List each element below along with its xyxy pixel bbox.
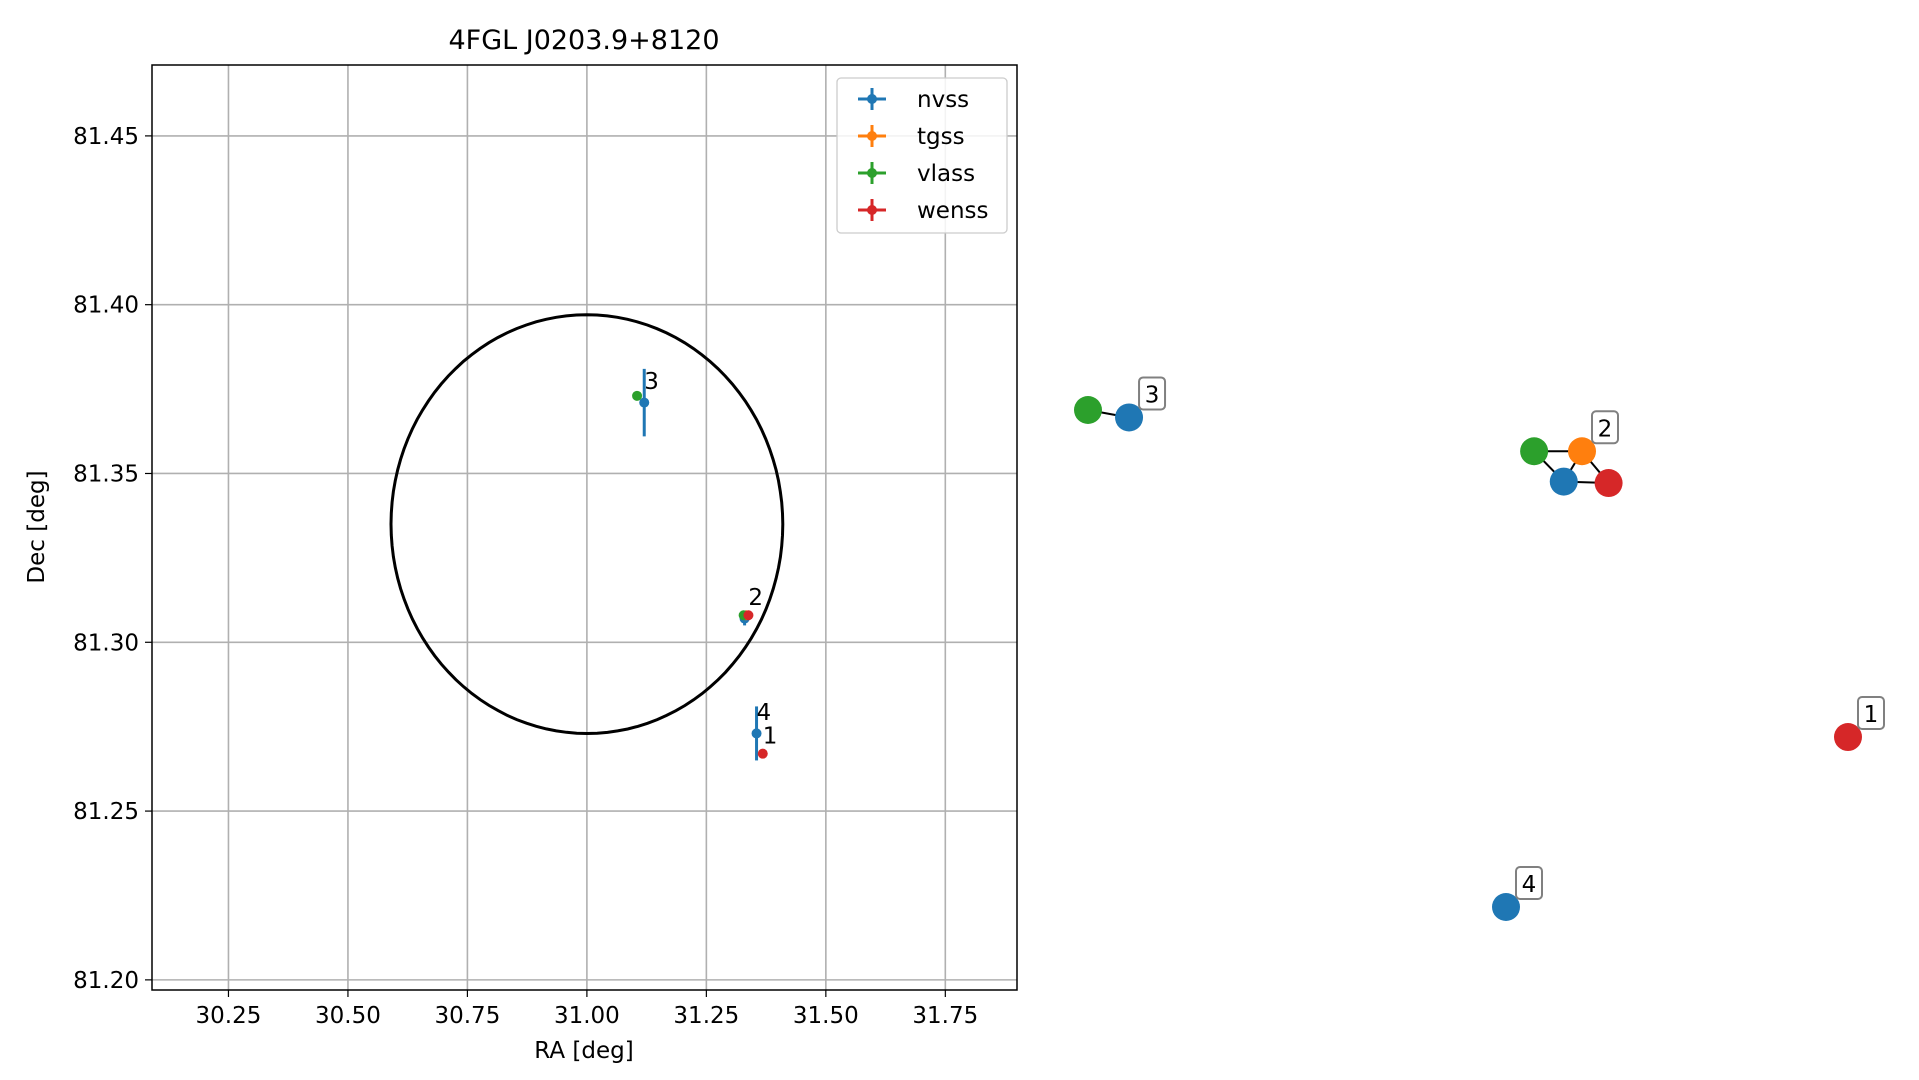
legend: nvss tgss vlass wenss bbox=[836, 77, 1008, 234]
x-axis-label: RA [deg] bbox=[534, 1038, 633, 1064]
annotation-layer: 3 2 41 bbox=[644, 369, 777, 749]
legend-label-vlass: vlass bbox=[917, 161, 975, 187]
legend-label-nvss: nvss bbox=[917, 87, 969, 113]
legend-entry-wenss: wenss bbox=[858, 198, 989, 224]
graph-label-text: 1 bbox=[1864, 702, 1879, 728]
network-panel: 3 2 1 4 bbox=[1074, 376, 1885, 921]
graph-node-label: 1 bbox=[1857, 696, 1885, 731]
y-tick-label: 81.40 bbox=[73, 293, 139, 319]
y-tick-label: 81.35 bbox=[73, 461, 139, 487]
legend-marker bbox=[867, 168, 877, 178]
plot-frame bbox=[151, 64, 1018, 991]
x-tick-label: 30.50 bbox=[315, 1003, 381, 1029]
grid-layer bbox=[152, 65, 1017, 990]
scatter-panel: 3 2 41 30.25 30.50 30.75 31.00 31.25 31.50 31.75… bbox=[24, 25, 1018, 1064]
nvss-point bbox=[751, 728, 762, 739]
graph-node-nvss bbox=[1492, 893, 1520, 921]
graph-label-text: 2 bbox=[1598, 416, 1613, 442]
y-tick-label: 81.25 bbox=[73, 799, 139, 825]
x-tick-label: 31.00 bbox=[554, 1003, 620, 1029]
legend-label-tgss: tgss bbox=[917, 124, 965, 150]
graph-label-text: 4 bbox=[1522, 872, 1537, 898]
graph-node-wenss bbox=[1834, 723, 1862, 752]
graph-node-wenss bbox=[1594, 469, 1623, 498]
graph-label-box bbox=[1515, 866, 1543, 900]
error-ellipse bbox=[389, 313, 785, 736]
graph-label-box bbox=[1138, 376, 1167, 411]
graph-node-nvss bbox=[1549, 467, 1578, 496]
points-layer bbox=[632, 368, 768, 761]
x-tick-label: 30.25 bbox=[196, 1003, 262, 1029]
node-layer bbox=[1074, 396, 1862, 921]
y-axis-label: Dec [deg] bbox=[24, 470, 50, 583]
source-annotation: 4 bbox=[757, 700, 772, 726]
legend-handle-tgss bbox=[858, 125, 886, 147]
graph-node-vlass bbox=[1520, 437, 1549, 466]
legend-marker bbox=[867, 94, 877, 104]
legend-handle-nvss bbox=[858, 88, 886, 110]
legend-entry-tgss: tgss bbox=[858, 124, 965, 150]
source-annotation: 2 bbox=[748, 585, 763, 611]
y-tick-label: 81.30 bbox=[73, 630, 139, 656]
graph-node-label: 3 bbox=[1138, 376, 1167, 411]
source-annotation: 1 bbox=[763, 724, 778, 750]
tick-layer: 30.25 30.50 30.75 31.00 31.25 31.50 31.75 81.20… bbox=[73, 124, 978, 1029]
x-tick-label: 31.75 bbox=[912, 1003, 978, 1029]
graph-node-label: 4 bbox=[1515, 866, 1543, 900]
wenss-point bbox=[743, 610, 754, 621]
graph-label-box bbox=[1857, 696, 1885, 731]
vlass-point bbox=[632, 390, 643, 401]
y-tick-label: 81.20 bbox=[73, 968, 139, 994]
legend-entry-nvss: nvss bbox=[858, 87, 969, 113]
graph-node-nvss bbox=[1115, 403, 1144, 432]
wenss-point bbox=[757, 748, 768, 759]
legend-handle-wenss bbox=[858, 199, 886, 221]
x-tick-label: 30.75 bbox=[434, 1003, 500, 1029]
graph-node-label: 2 bbox=[1591, 410, 1619, 445]
legend-label-wenss: wenss bbox=[917, 198, 989, 224]
y-tick-label: 81.45 bbox=[73, 124, 139, 150]
legend-handle-vlass bbox=[858, 162, 886, 184]
source-annotation: 3 bbox=[644, 369, 659, 395]
graph-label-text: 3 bbox=[1145, 382, 1160, 408]
x-tick-label: 31.50 bbox=[793, 1003, 859, 1029]
x-tick-label: 31.25 bbox=[673, 1003, 739, 1029]
ellipse-layer bbox=[389, 313, 785, 736]
legend-marker bbox=[867, 205, 877, 215]
legend-marker bbox=[867, 131, 877, 141]
nvss-point bbox=[639, 397, 650, 408]
legend-box bbox=[836, 77, 1008, 234]
graph-label-box bbox=[1591, 410, 1619, 445]
node-label-layer: 3 2 1 4 bbox=[1138, 376, 1885, 900]
legend-entry-vlass: vlass bbox=[858, 161, 975, 187]
graph-node-tgss bbox=[1568, 437, 1596, 466]
chart-title: 4FGL J0203.9+8120 bbox=[448, 25, 719, 56]
graph-node-vlass bbox=[1074, 396, 1102, 424]
